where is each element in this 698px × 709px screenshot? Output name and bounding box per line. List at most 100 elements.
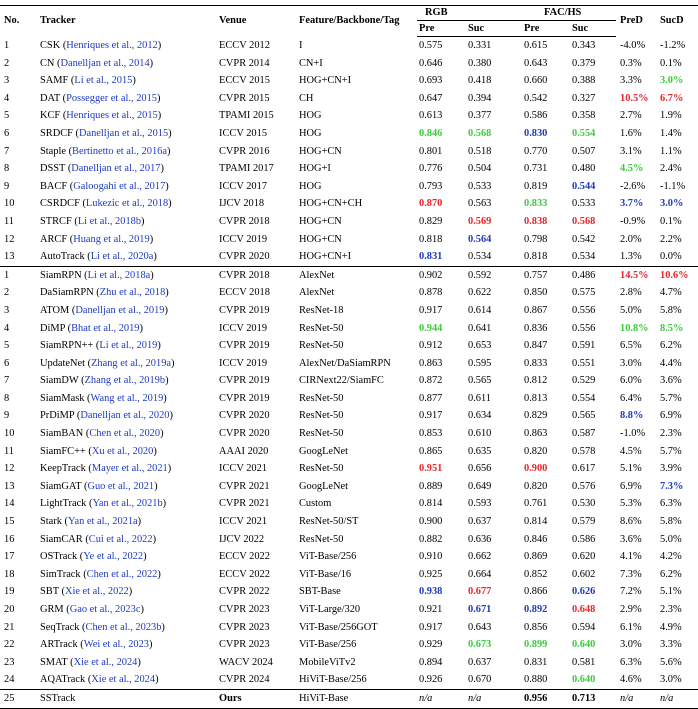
cell-sucd: 4.7%: [660, 287, 682, 299]
cell-fac-pre: 0.542: [524, 92, 548, 104]
cell-fac-pre: 0.820: [524, 445, 548, 457]
cell-pred: 3.7%: [620, 198, 644, 210]
cell-fac-pre: 0.900: [524, 463, 548, 475]
cell-pred: 6.5%: [620, 340, 642, 352]
citation-link[interactable]: Xie et al., 2022: [64, 586, 129, 598]
citation-link[interactable]: Yan et al., 2021a: [68, 516, 138, 528]
citation-link[interactable]: Zhang et al., 2019b: [84, 375, 166, 387]
citation-link[interactable]: Henriques et al., 2015: [66, 110, 158, 122]
citation-link[interactable]: Xu et al., 2020: [91, 445, 154, 457]
table-row: 4 DiMP (Bhat et al., 2019) ICCV 2019 ResNet…: [0, 320, 698, 338]
citation-link[interactable]: Mayer et al., 2021: [91, 463, 168, 475]
tracker-name: Staple: [40, 145, 66, 157]
cell-fac-suc: 0.713: [568, 688, 616, 709]
cell-fac-suc: 0.556: [572, 322, 596, 334]
cell-fac-suc: 0.591: [572, 340, 596, 352]
table-row: 9 PrDiMP (Danelljan et al., 2020) CVPR 202…: [0, 407, 698, 425]
cell-fac-suc: 0.507: [572, 145, 596, 157]
citation-link[interactable]: Yan et al., 2021b: [92, 498, 163, 510]
cell-sucd: 1.9%: [660, 110, 682, 122]
cell-tracker: DaSiamRPN (Zhu et al., 2018): [40, 287, 169, 299]
citation-link[interactable]: Possegger et al., 2015: [66, 92, 157, 104]
citation-link[interactable]: Li et al., 2015: [74, 75, 133, 87]
cell-feature: CH: [299, 92, 314, 104]
cell-no: 1: [0, 265, 22, 285]
citation-link[interactable]: Cui et al., 2022: [88, 533, 153, 545]
cell-venue: ECCV 2018: [219, 287, 270, 299]
cell-no: 18: [4, 568, 15, 580]
citation-link[interactable]: Gao et al., 2023c: [69, 604, 141, 615]
table-row: 17 OSTrack (Ye et al., 2022) ECCV 2022 ViT-…: [0, 548, 698, 566]
cell-venue: ICCV 2019: [219, 357, 268, 369]
citation-link[interactable]: Danelljan et al., 2020: [80, 410, 170, 422]
tracker-name: Stark: [40, 516, 62, 528]
cell-fac-pre: 0.761: [524, 498, 548, 510]
citation-link[interactable]: Xie et al., 2024: [73, 656, 138, 668]
citation-link[interactable]: Wang et al., 2019: [90, 392, 164, 404]
citation-link[interactable]: Li et al., 2020a: [90, 251, 154, 263]
cell-pred: 2.9%: [620, 604, 642, 615]
cell-rgb-suc: 0.568: [468, 127, 492, 139]
cell-fac-pre: 0.643: [524, 57, 548, 69]
citation-link[interactable]: Bhat et al., 2019: [71, 322, 140, 334]
citation-link[interactable]: Henriques et al., 2012: [66, 39, 158, 51]
table-row: 15 Stark (Yan et al., 2021a) ICCV 2021 ResN…: [0, 513, 698, 531]
citation-link[interactable]: Chen et al., 2020: [89, 428, 161, 440]
cell-tracker: AutoTrack (Li et al., 2020a): [40, 251, 157, 263]
citation-link[interactable]: Galoogahi et al., 2017: [73, 180, 166, 192]
cell-feature: CN+I: [299, 57, 323, 69]
cell-fac-suc: 0.480: [572, 163, 596, 175]
citation-link[interactable]: Ye et al., 2022: [83, 551, 144, 563]
cell-rgb-pre: 0.853: [419, 428, 443, 440]
citation-link[interactable]: Danelljan et al., 2014: [60, 57, 150, 69]
citation-link[interactable]: Li et al., 2018b: [77, 215, 142, 227]
cell-feature: HOG+CN: [299, 233, 342, 245]
citation-link[interactable]: Li et al., 2019: [99, 340, 158, 352]
header-pred: PreD: [616, 5, 658, 37]
citation-link[interactable]: Zhang et al., 2019a: [91, 357, 172, 369]
cell-rgb-suc: 0.641: [468, 322, 492, 334]
cell-sucd: 2.2%: [660, 233, 682, 245]
citation-link[interactable]: Bertinetto et al., 2016a: [72, 145, 167, 157]
cell-tracker: ARTrack (Wei et al., 2023): [40, 639, 153, 651]
citation-link[interactable]: Li et al., 2018a: [87, 269, 151, 281]
citation-link[interactable]: Xie et al., 2024: [91, 674, 156, 686]
cell-no: 16: [4, 533, 15, 545]
citation-link[interactable]: Guo et al., 2021: [87, 480, 155, 492]
table-row: 13 SiamGAT (Guo et al., 2021) CVPR 2021 Goo…: [0, 478, 698, 496]
cell-sucd: 10.6%: [658, 265, 698, 285]
cell-pred: 6.1%: [620, 621, 642, 633]
tracker-name: OSTrack: [40, 551, 78, 563]
cell-rgb-pre: 0.870: [419, 198, 443, 210]
cell-pred: 7.2%: [620, 586, 642, 598]
cell-sucd: 0.1%: [660, 215, 682, 227]
cell-no: 15: [4, 516, 15, 528]
cell-fac-pre: 0.770: [524, 145, 548, 157]
cell-fac-suc: 0.529: [572, 375, 596, 387]
cell-sucd: 3.9%: [660, 463, 682, 475]
cell-pred: 6.0%: [620, 375, 642, 387]
cell-no: 23: [4, 656, 15, 668]
citation-link[interactable]: Danelljan et al., 2015: [79, 127, 169, 139]
cell-rgb-pre: 0.917: [419, 410, 443, 422]
cell-feature: HOG+CN+CH: [299, 198, 363, 210]
cell-venue: CVPR 2021: [219, 480, 270, 492]
citation-link[interactable]: Lukezic et al., 2018: [85, 198, 169, 210]
citation-link[interactable]: Zhu et al., 2018: [99, 287, 166, 299]
citation-link[interactable]: Chen et al., 2022: [86, 568, 158, 580]
tracker-name: SiamMask: [40, 392, 85, 404]
citation-link[interactable]: Wei et al., 2023: [83, 639, 149, 651]
cell-pred: 6.4%: [620, 392, 642, 404]
citation-link[interactable]: Chen et al., 2023b: [85, 621, 162, 633]
cell-no: 13: [4, 251, 15, 263]
cell-rgb-suc: 0.622: [468, 287, 492, 299]
cell-rgb-suc: 0.673: [468, 639, 492, 651]
citation-link[interactable]: Danelljan et al., 2017: [71, 163, 161, 175]
cell-tracker: SiamDW (Zhang et al., 2019b): [40, 375, 169, 387]
cell-tracker: PrDiMP (Danelljan et al., 2020): [40, 410, 173, 422]
citation-link[interactable]: Danelljan et al., 2019: [75, 304, 165, 316]
citation-link[interactable]: Huang et al., 2019: [73, 233, 150, 245]
cell-venue: TPAMI 2017: [219, 163, 274, 175]
tracker-name: AQATrack: [40, 674, 86, 686]
cell-fac-pre: 0.867: [524, 304, 548, 316]
